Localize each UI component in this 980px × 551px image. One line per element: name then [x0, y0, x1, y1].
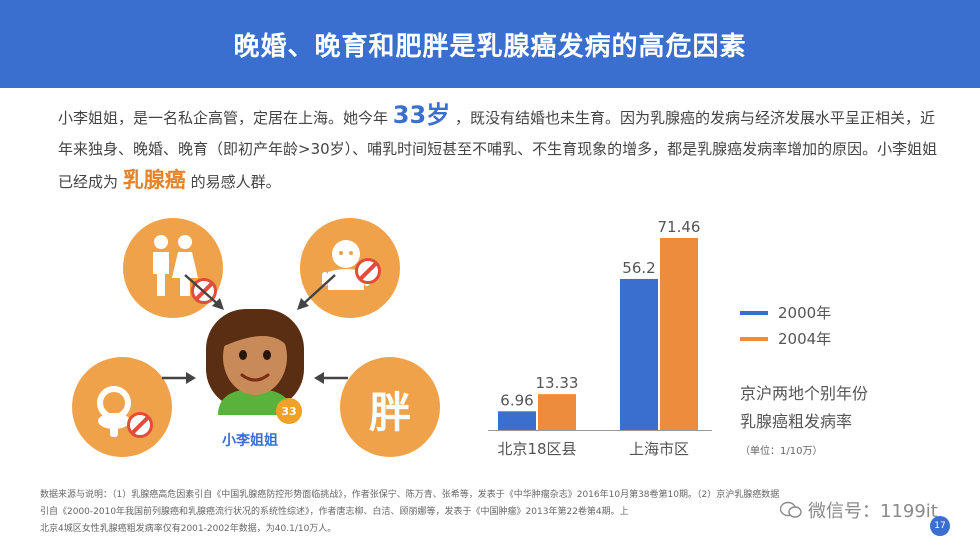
- watermark-text: 微信号：1199it: [808, 501, 938, 522]
- intro-paragraph: 小李姐姐，是一名私企高管，定居在上海。她今年 33岁 ，既没有结婚也未生育。因为…: [58, 100, 938, 198]
- baby-icon: [300, 218, 400, 318]
- bar-value-label: 13.33: [536, 374, 579, 392]
- footer-line: 数据来源与说明：（1）乳腺癌高危因素引自《中国乳腺癌防控形势面临挑战》，作者张保…: [40, 490, 780, 500]
- page-title: 晚婚、晚育和肥胖是乳腺癌发病的高危因素: [233, 31, 747, 62]
- footer-line: 引自《2000-2010年我国前列腺癌和乳腺癌流行状况的系统性综述》，作者唐志柳…: [40, 507, 629, 517]
- arrow-icon: [297, 274, 336, 310]
- chart-caption-line1: 京沪两地个别年份: [740, 384, 869, 403]
- category-label: 北京18区县: [497, 440, 576, 458]
- legend-label: 2004年: [778, 330, 832, 348]
- fat-icon: 胖: [340, 357, 440, 457]
- fat-label: 胖: [368, 388, 411, 437]
- chart-caption-line2: 乳腺癌粗发病率: [740, 412, 853, 431]
- legend-label: 2000年: [778, 304, 832, 322]
- bar-1-0: [620, 278, 658, 430]
- prohibit-icon: [355, 258, 381, 284]
- arrow-icon: [162, 372, 196, 384]
- chart-unit: （单位：1/10万）: [740, 446, 823, 457]
- arrow-icon: [314, 372, 348, 384]
- category-label: 上海市区: [629, 440, 689, 458]
- legend-swatch-orange: [740, 336, 768, 341]
- couple-icon: [123, 218, 223, 318]
- bar-0-1: [538, 394, 576, 430]
- prohibit-icon: [127, 412, 153, 438]
- footer-line: 北京4城区女性乳腺癌粗发病率仅有2001-2002年数据，为40.1/10万人。: [40, 524, 337, 534]
- arrow-icon: [184, 274, 224, 310]
- legend-item-2000: 2000年: [740, 302, 831, 323]
- page-number: 17: [930, 516, 950, 536]
- pacifier-icon: [72, 357, 172, 457]
- footer-source-notes: 数据来源与说明：（1）乳腺癌高危因素引自《中国乳腺癌防控形势面临挑战》，作者张保…: [40, 487, 950, 538]
- legend-item-2004: 2004年: [740, 328, 831, 349]
- bar-value-label: 6.96: [500, 391, 533, 409]
- bar-0-0: [498, 411, 536, 430]
- person-avatar-icon: [206, 309, 304, 415]
- bar-1-1: [660, 237, 698, 430]
- intro-text-2: ，既没有结婚也未生育。因为乳腺癌的发病与经济发展水平呈正相关，近年来独身、晚婚、…: [58, 109, 938, 191]
- watermark: 微信号：1199it: [780, 497, 938, 523]
- wechat-icon: [780, 501, 802, 518]
- header-banner: 晚婚、晚育和肥胖是乳腺癌发病的高危因素: [0, 0, 980, 88]
- disease-highlight: 乳腺癌: [122, 168, 186, 192]
- person-name: 小李姐姐: [222, 433, 278, 449]
- intro-text-3: 的易感人群。: [190, 173, 281, 191]
- legend-swatch-blue: [740, 310, 768, 315]
- bar-value-label: 71.46: [658, 218, 701, 236]
- bar-value-label: 56.2: [622, 259, 655, 277]
- age-badge: 33: [276, 398, 302, 424]
- age-highlight: 33岁: [392, 101, 451, 129]
- intro-text-1: 小李姐姐，是一名私企高管，定居在上海。她今年: [58, 109, 389, 127]
- chart-caption: 京沪两地个别年份 乳腺癌粗发病率: [740, 380, 868, 436]
